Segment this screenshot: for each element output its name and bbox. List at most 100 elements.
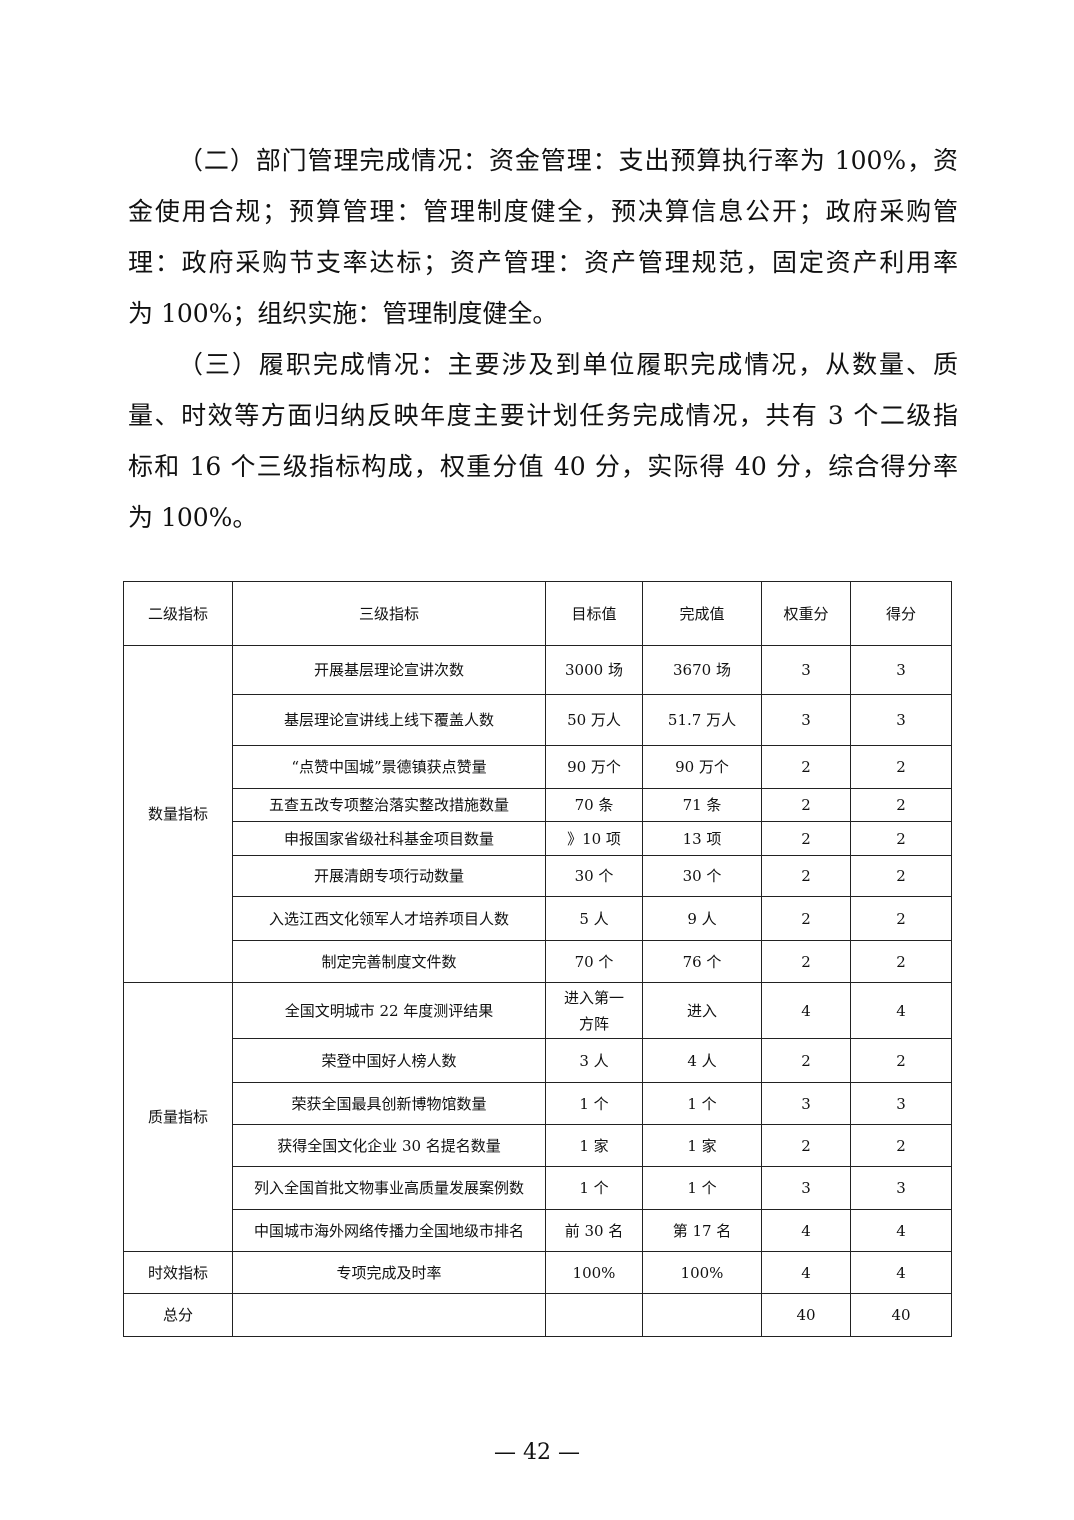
weight-cell: 3 — [761, 694, 851, 746]
score-cell: 4 — [850, 1251, 952, 1294]
score-cell: 2 — [850, 745, 952, 789]
weight-cell: 4 — [761, 982, 851, 1039]
actual-cell: 进入 — [642, 982, 762, 1039]
weight-cell: 2 — [761, 821, 851, 856]
weight-cell: 3 — [761, 1166, 851, 1210]
actual-cell: 13 项 — [642, 821, 762, 856]
actual-cell: 1 家 — [642, 1124, 762, 1167]
weight-cell: 4 — [761, 1251, 851, 1294]
actual-cell: 1 个 — [642, 1082, 762, 1125]
actual-cell: 71 条 — [642, 788, 762, 822]
table-row: 基层理论宣讲线上线下覆盖人数 50 万人 51.7 万人 3 3 — [124, 694, 952, 746]
score-cell: 2 — [850, 940, 952, 983]
actual-cell: 76 个 — [642, 940, 762, 983]
target-cell: 30 个 — [545, 855, 643, 897]
table-row: 质量指标 全国文明城市 22 年度测评结果 进入第一方阵 进入 4 4 — [123, 982, 952, 1252]
indicator-cell: 列入全国首批文物事业高质量发展案例数 — [232, 1166, 546, 1210]
actual-cell: 第 17 名 — [642, 1209, 762, 1252]
target-cell: 50 万人 — [545, 694, 643, 746]
header-cell: 二级指标 — [123, 581, 233, 646]
actual-cell: 30 个 — [642, 855, 762, 897]
indicator-cell: 获得全国文化企业 30 名提名数量 — [232, 1124, 546, 1167]
score-cell: 2 — [850, 855, 952, 897]
target-cell: 进入第一方阵 — [545, 982, 643, 1039]
indicator-cell: 专项完成及时率 — [232, 1251, 546, 1294]
weight-cell: 2 — [761, 788, 851, 822]
weight-cell: 2 — [761, 855, 851, 897]
score-cell: 2 — [850, 896, 952, 941]
empty-cell — [642, 1293, 762, 1337]
target-cell: 1 个 — [545, 1082, 643, 1125]
paragraph-duty-performance: （三）履职完成情况：主要涉及到单位履职完成情况，从数量、质 量、时效等方面归纳反… — [128, 339, 958, 543]
header-cell: 权重分 — [761, 581, 851, 646]
weight-cell: 4 — [761, 1209, 851, 1252]
score-cell: 4 — [850, 982, 952, 1039]
text-line: 理：政府采购节支率达标；资产管理：资产管理规范，固定资产利用率 — [128, 248, 958, 277]
text-line: 为 100%。 — [128, 503, 258, 532]
text-line: （二）部门管理完成情况：资金管理：支出预算执行率为 100%，资 — [178, 146, 958, 175]
header-cell: 目标值 — [545, 581, 643, 646]
target-cell: 5 人 — [545, 896, 643, 941]
table-row: 时效指标 专项完成及时率 100% 100% 4 4 — [123, 1251, 952, 1294]
weight-cell: 2 — [761, 896, 851, 941]
indicator-cell: 入选江西文化领军人才培养项目人数 — [232, 896, 546, 941]
text-line: 量、时效等方面归纳反映年度主要计划任务完成情况，共有 3 个二级指 — [128, 401, 958, 430]
score-cell: 2 — [850, 1038, 952, 1083]
text-line: 为 100%；组织实施：管理制度健全。 — [128, 299, 558, 328]
page-number: — 42 — — [494, 1440, 580, 1465]
actual-cell: 90 万个 — [642, 745, 762, 789]
score-cell: 3 — [850, 1082, 952, 1125]
header-cell: 完成值 — [642, 581, 762, 646]
target-cell: 前 30 名 — [545, 1209, 643, 1252]
group-label-cell: 时效指标 — [123, 1251, 233, 1294]
actual-cell: 51.7 万人 — [642, 694, 762, 746]
text-line: （三）履职完成情况：主要涉及到单位履职完成情况，从数量、质 — [178, 350, 958, 379]
target-cell: 3000 场 — [545, 645, 643, 695]
total-row: 总分 40 40 — [123, 1293, 952, 1337]
indicator-cell: 开展清朗专项行动数量 — [232, 855, 546, 897]
indicator-cell: 申报国家省级社科基金项目数量 — [232, 821, 546, 856]
score-cell: 3 — [850, 645, 952, 695]
target-cell: 》10 项 — [545, 821, 643, 856]
empty-cell — [545, 1293, 643, 1337]
indicator-cell: 全国文明城市 22 年度测评结果 — [232, 982, 546, 1039]
total-score-cell: 40 — [850, 1293, 952, 1337]
weight-cell: 3 — [761, 645, 851, 695]
paragraph-department-management: （二）部门管理完成情况：资金管理：支出预算执行率为 100%，资 金使用合规；预… — [128, 135, 958, 339]
target-cell: 3 人 — [545, 1038, 643, 1083]
indicator-cell: 基层理论宣讲线上线下覆盖人数 — [232, 694, 546, 746]
target-cell: 70 条 — [545, 788, 643, 822]
indicator-cell: “点赞中国城”景德镇获点赞量 — [232, 745, 546, 789]
actual-cell: 100% — [642, 1251, 762, 1294]
actual-cell: 3670 场 — [642, 645, 762, 695]
weight-cell: 2 — [761, 745, 851, 789]
group-label-cell: 质量指标 — [123, 982, 233, 1252]
table-row: “点赞中国城”景德镇获点赞量 90 万个 90 万个 2 2 — [124, 745, 952, 789]
table-header-row: 二级指标 三级指标 目标值 完成值 权重分 得分 — [123, 581, 952, 646]
header-cell: 三级指标 — [232, 581, 546, 646]
target-cell: 90 万个 — [545, 745, 643, 789]
header-cell: 得分 — [850, 581, 952, 646]
weight-cell: 2 — [761, 940, 851, 983]
text-line: 金使用合规；预算管理：管理制度健全，预决算信息公开；政府采购管 — [128, 197, 958, 226]
target-cell: 1 个 — [545, 1166, 643, 1210]
actual-cell: 4 人 — [642, 1038, 762, 1083]
target-cell: 1 家 — [545, 1124, 643, 1167]
indicator-cell: 荣登中国好人榜人数 — [232, 1038, 546, 1083]
indicator-cell: 中国城市海外网络传播力全国地级市排名 — [232, 1209, 546, 1252]
weight-cell: 2 — [761, 1038, 851, 1083]
actual-cell: 1 个 — [642, 1166, 762, 1210]
score-cell: 2 — [850, 821, 952, 856]
group-label-cell: 数量指标 — [123, 645, 233, 983]
